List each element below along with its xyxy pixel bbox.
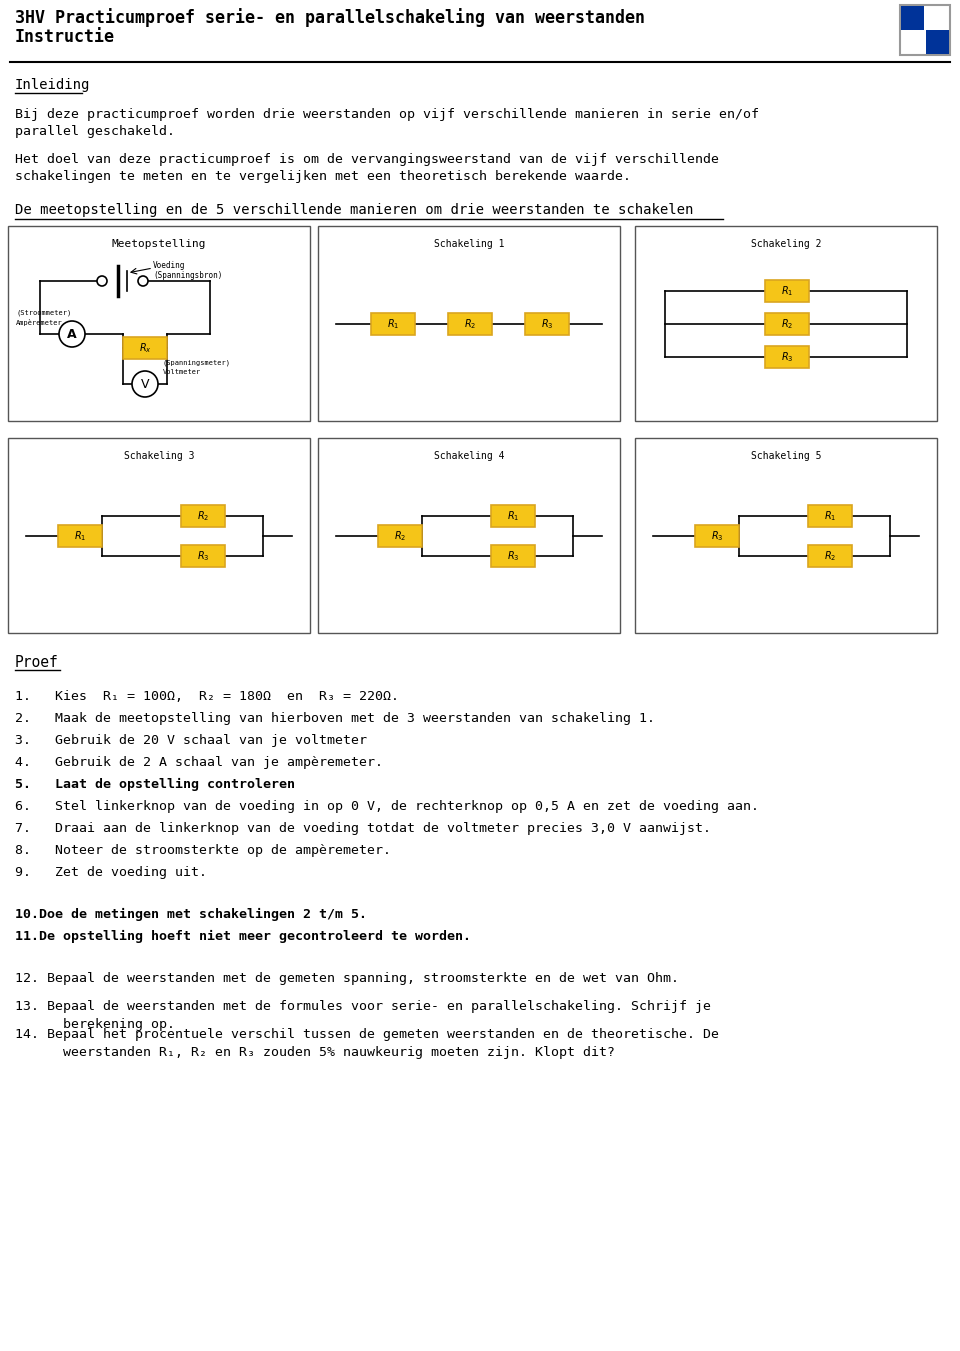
FancyBboxPatch shape (8, 438, 310, 634)
Text: 2.   Maak de meetopstelling van hierboven met de 3 weerstanden van schakeling 1.: 2. Maak de meetopstelling van hierboven … (15, 712, 655, 725)
Text: $R_x$: $R_x$ (138, 340, 152, 355)
FancyBboxPatch shape (318, 226, 620, 422)
FancyBboxPatch shape (635, 438, 937, 634)
Text: $R_3$: $R_3$ (710, 530, 723, 543)
Circle shape (132, 372, 158, 397)
Text: Voltmeter: Voltmeter (163, 369, 202, 376)
Text: $R_2$: $R_2$ (464, 317, 476, 331)
Text: Schakeling 4: Schakeling 4 (434, 451, 504, 461)
Text: 6.   Stel linkerknop van de voeding in op 0 V, de rechterknop op 0,5 A en zet de: 6. Stel linkerknop van de voeding in op … (15, 800, 759, 813)
FancyBboxPatch shape (371, 313, 415, 335)
Text: 3HV Practicumproef serie- en parallelschakeling van weerstanden: 3HV Practicumproef serie- en parallelsch… (15, 8, 645, 27)
Text: 1.   Kies  R₁ = 100Ω,  R₂ = 180Ω  en  R₃ = 220Ω.: 1. Kies R₁ = 100Ω, R₂ = 180Ω en R₃ = 220… (15, 690, 399, 703)
Text: $R_3$: $R_3$ (780, 350, 793, 363)
FancyBboxPatch shape (181, 505, 225, 527)
FancyBboxPatch shape (378, 526, 422, 547)
Text: $R_2$: $R_2$ (394, 530, 406, 543)
Text: Schakeling 1: Schakeling 1 (434, 239, 504, 249)
FancyBboxPatch shape (765, 313, 809, 335)
Text: 13. Bepaal de weerstanden met de formules voor serie- en parallelschakeling. Sch: 13. Bepaal de weerstanden met de formule… (15, 1000, 711, 1031)
Text: Ampèremeter: Ampèremeter (16, 319, 62, 326)
Text: Inleiding: Inleiding (15, 78, 90, 92)
Text: 14. Bepaal het procentuele verschil tussen de gemeten weerstanden en de theoreti: 14. Bepaal het procentuele verschil tuss… (15, 1028, 719, 1059)
Text: Schakeling 5: Schakeling 5 (751, 451, 821, 461)
Text: $R_1$: $R_1$ (780, 284, 793, 299)
Text: 4.   Gebruik de 2 A schaal van je ampèremeter.: 4. Gebruik de 2 A schaal van je ampèreme… (15, 757, 383, 769)
Text: Proef: Proef (15, 655, 59, 670)
FancyBboxPatch shape (635, 226, 937, 422)
Text: $R_2$: $R_2$ (197, 509, 209, 523)
Text: $R_3$: $R_3$ (507, 549, 519, 563)
Text: $R_1$: $R_1$ (74, 530, 86, 543)
Text: Meetopstelling: Meetopstelling (111, 239, 206, 249)
Circle shape (97, 276, 107, 286)
Text: Bij deze practicumproef worden drie weerstanden op vijf verschillende manieren i: Bij deze practicumproef worden drie weer… (15, 108, 759, 138)
Text: 12. Bepaal de weerstanden met de gemeten spanning, stroomsterkte en de wet van O: 12. Bepaal de weerstanden met de gemeten… (15, 971, 679, 985)
Text: (Stroommeter): (Stroommeter) (16, 309, 71, 316)
FancyBboxPatch shape (58, 526, 102, 547)
Text: $R_2$: $R_2$ (824, 549, 836, 563)
FancyBboxPatch shape (491, 505, 535, 527)
Text: $R_2$: $R_2$ (780, 317, 793, 331)
FancyBboxPatch shape (448, 313, 492, 335)
Text: 11.De opstelling hoeft niet meer gecontroleerd te worden.: 11.De opstelling hoeft niet meer gecontr… (15, 929, 471, 943)
FancyBboxPatch shape (808, 505, 852, 527)
Circle shape (138, 276, 148, 286)
FancyBboxPatch shape (318, 438, 620, 634)
FancyBboxPatch shape (695, 526, 739, 547)
Text: 10.Doe de metingen met schakelingen 2 t/m 5.: 10.Doe de metingen met schakelingen 2 t/… (15, 908, 367, 921)
FancyBboxPatch shape (808, 544, 852, 567)
FancyBboxPatch shape (900, 5, 950, 55)
Text: $R_3$: $R_3$ (540, 317, 553, 331)
Circle shape (59, 322, 85, 347)
Text: Schakeling 2: Schakeling 2 (751, 239, 821, 249)
Text: 5.   Laat de opstelling controleren: 5. Laat de opstelling controleren (15, 778, 295, 792)
Text: Schakeling 3: Schakeling 3 (124, 451, 194, 461)
Text: De meetopstelling en de 5 verschillende manieren om drie weerstanden te schakele: De meetopstelling en de 5 verschillende … (15, 203, 693, 218)
Text: Het doel van deze practicumproef is om de vervangingsweerstand van de vijf versc: Het doel van deze practicumproef is om d… (15, 153, 719, 182)
Text: 8.   Noteer de stroomsterkte op de ampèremeter.: 8. Noteer de stroomsterkte op de ampèrem… (15, 844, 391, 857)
Text: $R_1$: $R_1$ (507, 509, 519, 523)
Text: $R_3$: $R_3$ (197, 549, 209, 563)
Text: 9.   Zet de voeding uit.: 9. Zet de voeding uit. (15, 866, 207, 880)
Text: V: V (141, 377, 149, 390)
Text: Voeding: Voeding (153, 261, 185, 270)
FancyBboxPatch shape (123, 336, 167, 359)
FancyBboxPatch shape (181, 544, 225, 567)
FancyBboxPatch shape (926, 30, 949, 54)
Text: A: A (67, 327, 77, 340)
FancyBboxPatch shape (765, 346, 809, 367)
FancyBboxPatch shape (901, 5, 924, 30)
Text: (Spanningsmeter): (Spanningsmeter) (163, 359, 231, 366)
FancyBboxPatch shape (491, 544, 535, 567)
Text: 3.   Gebruik de 20 V schaal van je voltmeter: 3. Gebruik de 20 V schaal van je voltmet… (15, 734, 367, 747)
Text: $R_1$: $R_1$ (824, 509, 836, 523)
Text: (Spanningsbron): (Spanningsbron) (153, 272, 223, 280)
Text: Instructie: Instructie (15, 28, 115, 46)
Text: $R_1$: $R_1$ (387, 317, 399, 331)
FancyBboxPatch shape (8, 226, 310, 422)
Text: 7.   Draai aan de linkerknop van de voeding totdat de voltmeter precies 3,0 V aa: 7. Draai aan de linkerknop van de voedin… (15, 821, 711, 835)
FancyBboxPatch shape (765, 280, 809, 303)
FancyBboxPatch shape (525, 313, 569, 335)
